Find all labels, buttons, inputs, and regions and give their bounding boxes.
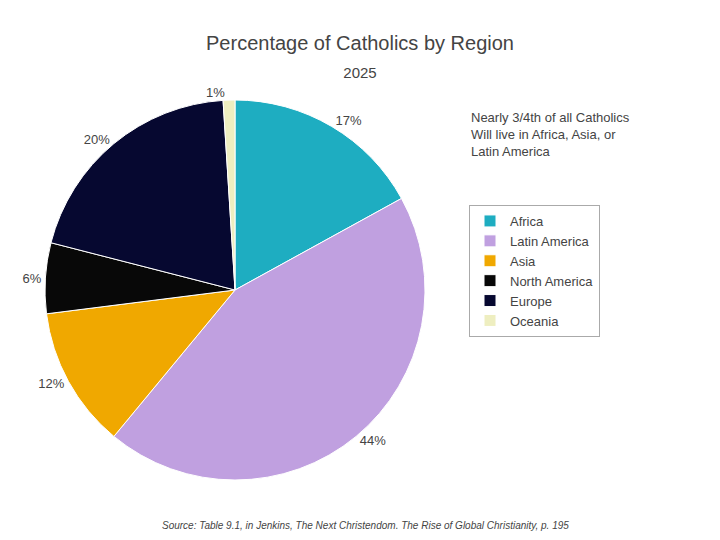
- svg-text:Nearly 3/4th of all CatholicsW: Nearly 3/4th of all CatholicsWill live i…: [471, 110, 630, 159]
- svg-text:Europe: Europe: [510, 294, 552, 309]
- svg-text:44%: 44%: [360, 433, 386, 448]
- svg-text:Latin America: Latin America: [510, 234, 590, 249]
- svg-text:12%: 12%: [38, 376, 64, 391]
- svg-text:17%: 17%: [335, 113, 361, 128]
- svg-text:2025: 2025: [343, 64, 376, 81]
- svg-text:6%: 6%: [22, 271, 41, 286]
- svg-text:North America: North America: [510, 274, 593, 289]
- svg-text:Africa: Africa: [510, 214, 544, 229]
- svg-text:1%: 1%: [206, 85, 225, 100]
- svg-text:20%: 20%: [84, 132, 110, 147]
- svg-text:Percentage of Catholics by Reg: Percentage of Catholics by Region: [206, 32, 514, 54]
- svg-text:Source: Table 9.1, in Jenkins,: Source: Table 9.1, in Jenkins, The Next …: [162, 520, 569, 531]
- svg-text:Asia: Asia: [510, 254, 536, 269]
- svg-text:Oceania: Oceania: [510, 314, 559, 329]
